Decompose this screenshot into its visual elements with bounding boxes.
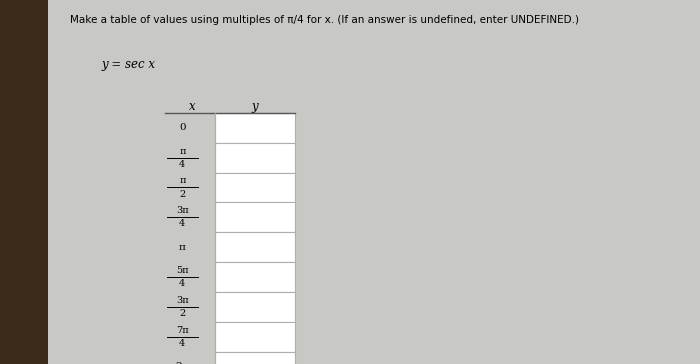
Text: 5π: 5π [176, 266, 188, 275]
Text: x: x [189, 100, 195, 113]
Text: 0: 0 [179, 123, 186, 132]
Text: π: π [179, 147, 186, 155]
Text: 4: 4 [179, 339, 186, 348]
Text: π: π [179, 243, 186, 252]
Text: 4: 4 [179, 160, 186, 169]
Text: 7π: 7π [176, 326, 188, 335]
Text: 2: 2 [179, 309, 186, 318]
Text: 4: 4 [179, 279, 186, 288]
Text: 4: 4 [179, 219, 186, 228]
Text: Make a table of values using multiples of π/4 for x. (If an answer is undefined,: Make a table of values using multiples o… [70, 15, 579, 24]
Text: 3π: 3π [176, 296, 188, 305]
Text: 2: 2 [179, 190, 186, 198]
Text: 2π: 2π [176, 362, 189, 364]
Text: π: π [179, 177, 186, 185]
Text: 3π: 3π [176, 206, 188, 215]
Text: y = sec x: y = sec x [102, 58, 155, 71]
Text: y: y [252, 100, 258, 113]
